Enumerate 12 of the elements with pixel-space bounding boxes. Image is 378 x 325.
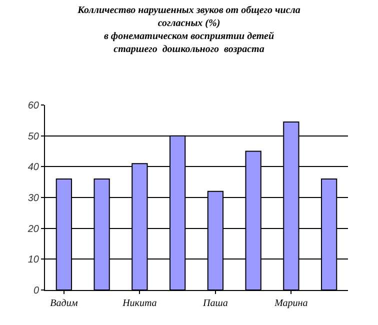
x-tick-label: Паша [202, 298, 228, 309]
y-tick-label: 10 [28, 254, 40, 266]
x-tick-label: Никита [122, 298, 157, 309]
x-tick-label: Вадим [50, 298, 78, 309]
y-tick-label: 0 [33, 286, 40, 296]
y-tick-label: 30 [28, 193, 40, 204]
y-tick-label: 20 [26, 224, 40, 235]
chart-title: Колличество нарушенных звуков от общего числа согласных (%) в фонематическом восприятии детей старшего дошкольного возраста [76, 5, 300, 55]
y-tick-label: 50 [28, 131, 40, 142]
y-tick-label: 40 [28, 162, 40, 174]
y-tick-label: 60 [28, 100, 40, 112]
x-tick-label: Марина [274, 298, 308, 309]
